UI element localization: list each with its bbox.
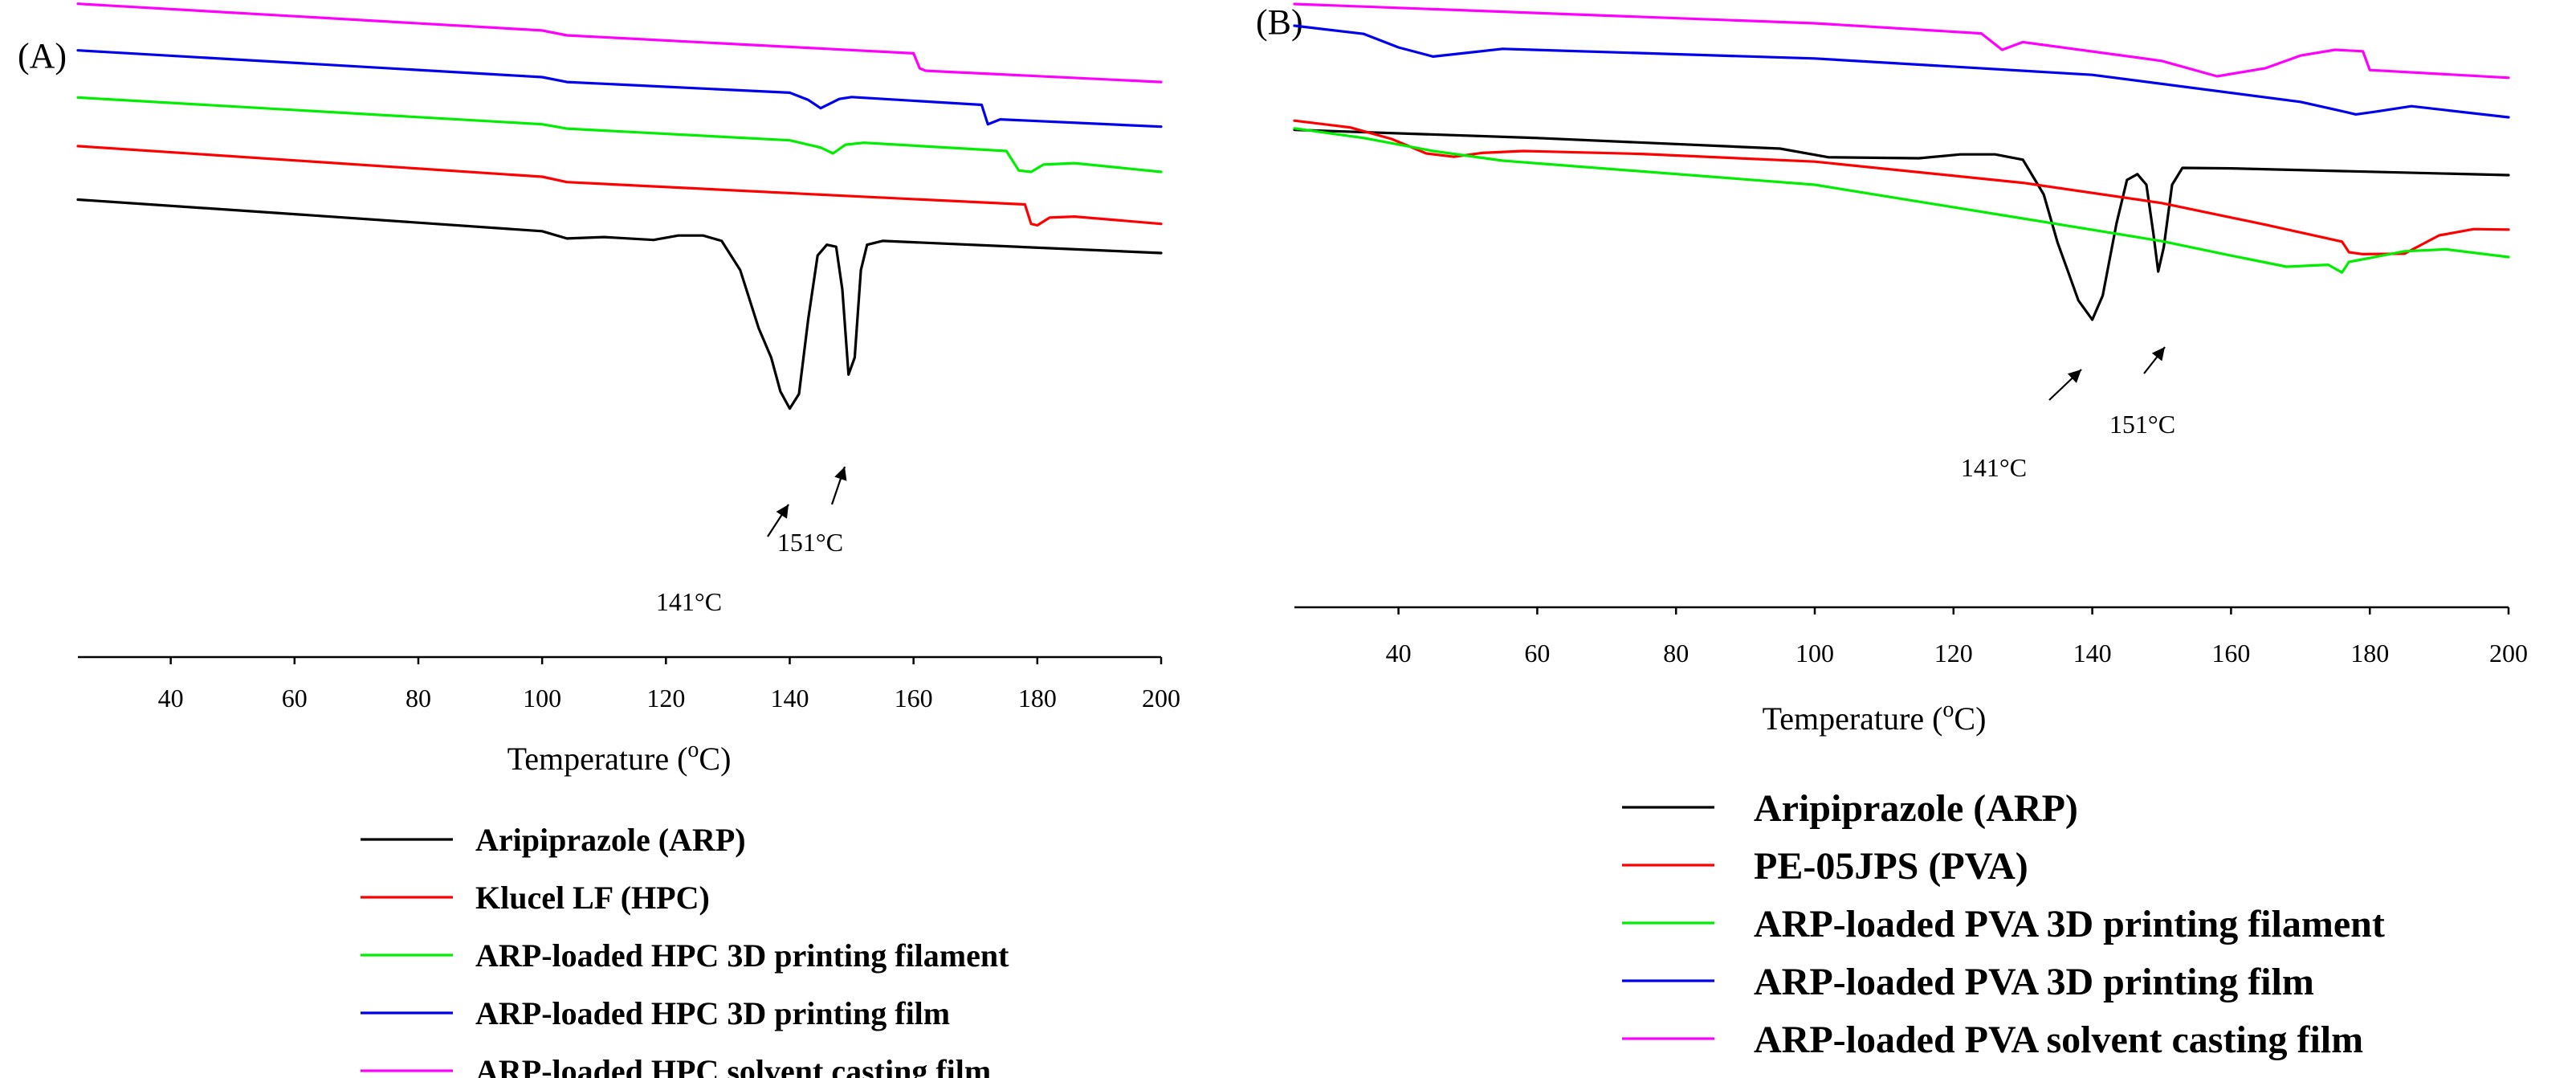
x-tick-label: 100 [1795, 639, 1834, 668]
legend-label-2: Klucel LF (HPC) [475, 880, 710, 916]
series-line-4 [76, 49, 1163, 129]
chart-panel-a: (A) 40 60 80 100 120 140 160 180 200 Temperature (… [18, 2, 1180, 1078]
panel-label: (B) [1256, 2, 1303, 42]
series-line-2 [1293, 119, 2510, 255]
x-axis-title-prefix: Temperature ( [507, 741, 688, 777]
x-tick-label: 200 [1142, 684, 1180, 713]
x-tick-label: 160 [895, 684, 933, 713]
legend-label-4: ARP-loaded HPC 3D printing film [475, 995, 950, 1031]
x-tick-label: 180 [2350, 639, 2389, 668]
peak-annotation-arrowhead [2067, 370, 2081, 383]
series-line-3 [1293, 127, 2510, 274]
legend-label-2: PE-05JPS (PVA) [1754, 845, 2028, 888]
peak-annotation-label: 141°C [656, 587, 722, 616]
series-line-2 [76, 145, 1163, 227]
panel-label: (A) [18, 36, 67, 76]
x-axis-title-suffix: C) [699, 741, 731, 777]
x-tick-label: 60 [1524, 639, 1550, 668]
peak-annotation-label: 151°C [777, 528, 843, 557]
series-line-1 [1293, 129, 2510, 321]
x-axis-title-suffix: C) [1954, 700, 1986, 737]
peak-annotation-arrowhead [834, 467, 847, 481]
legend-label-3: ARP-loaded PVA 3D printing filament [1754, 903, 2385, 945]
x-tick-label: 120 [646, 684, 685, 713]
x-tick-label: 80 [1663, 639, 1689, 668]
x-axis-title-degree: o [1942, 697, 1954, 722]
legend-label-5: ARP-loaded HPC solvent casting film [475, 1053, 991, 1078]
x-tick-label: 140 [770, 684, 809, 713]
legend-label-1: Aripiprazole (ARP) [475, 822, 746, 858]
x-tick-label: 120 [1934, 639, 1973, 668]
series-line-5 [1293, 2, 2510, 80]
x-tick-label: 140 [2073, 639, 2112, 668]
series-line-3 [76, 96, 1163, 174]
x-axis-title-degree: o [687, 737, 699, 762]
x-tick-label: 40 [158, 684, 184, 713]
x-tick-label: 60 [282, 684, 308, 713]
legend-label-3: ARP-loaded HPC 3D printing filament [475, 937, 1009, 974]
x-axis-title: Temperature (oC) [1763, 697, 1987, 737]
peak-annotation-arrowhead [776, 504, 789, 519]
legend-label-4: ARP-loaded PVA 3D printing film [1754, 961, 2314, 1003]
x-axis-title-prefix: Temperature ( [1763, 700, 1943, 737]
chart-panel-b: (B) 40 60 80 100 120 140 160 180 200 Temperature (… [1256, 2, 2528, 1061]
x-tick-label: 180 [1018, 684, 1057, 713]
legend-label-5: ARP-loaded PVA solvent casting film [1754, 1019, 2363, 1061]
peak-annotation-arrowhead [2151, 347, 2165, 361]
series-line-4 [1293, 24, 2510, 119]
peak-annotation-label: 151°C [2109, 410, 2175, 439]
x-tick-label: 80 [406, 684, 431, 713]
x-tick-label: 160 [2211, 639, 2250, 668]
series-line-1 [76, 198, 1163, 410]
peak-annotation-label: 141°C [1961, 453, 2027, 482]
x-tick-label: 40 [1386, 639, 1412, 668]
x-tick-label: 100 [523, 684, 561, 713]
x-tick-label: 200 [2489, 639, 2528, 668]
x-axis-title: Temperature (oC) [507, 737, 732, 777]
legend-label-1: Aripiprazole (ARP) [1754, 787, 2078, 830]
series-line-5 [76, 2, 1163, 84]
